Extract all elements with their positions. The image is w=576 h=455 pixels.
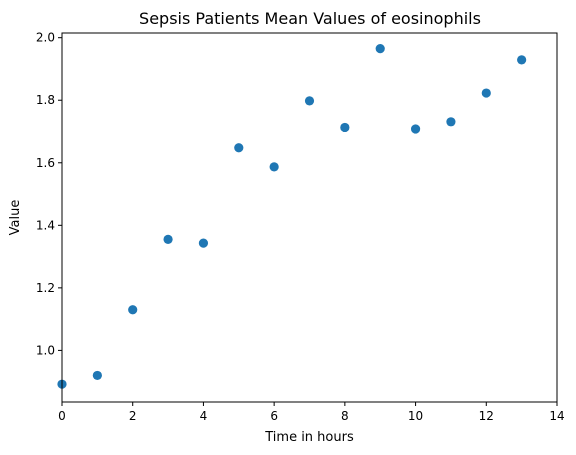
- data-point: [92, 370, 102, 381]
- x-tick-label: 8: [341, 409, 349, 423]
- data-point: [446, 117, 456, 127]
- x-tick-label: 4: [200, 409, 208, 423]
- x-tick-label: 10: [408, 409, 423, 423]
- data-point: [234, 143, 244, 153]
- x-tick-label: 0: [58, 409, 66, 423]
- x-tick-label: 6: [270, 409, 278, 423]
- y-tick-label: 1.0: [36, 343, 55, 357]
- data-points: [57, 44, 527, 389]
- data-point: [375, 44, 385, 54]
- data-point: [410, 124, 421, 134]
- y-tick-label: 1.8: [36, 93, 55, 107]
- data-point: [163, 234, 173, 244]
- data-point: [269, 162, 279, 172]
- axis-ticks: 0 2 4 6 8 10 12 14 1.0 1.2 1.4 1.6 1.8 2.0: [36, 31, 565, 423]
- data-point: [340, 122, 350, 133]
- chart-title: Sepsis Patients Mean Values of eosinophi…: [139, 9, 481, 28]
- y-tick-label: 1.4: [36, 218, 55, 232]
- data-point: [481, 88, 491, 98]
- y-axis-label: Value: [8, 200, 23, 236]
- data-point: [304, 96, 315, 106]
- data-point: [128, 305, 138, 315]
- x-tick-label: 2: [129, 409, 137, 423]
- data-point: [198, 238, 209, 248]
- x-tick-label: 14: [549, 409, 564, 423]
- x-axis-label: Time in hours: [264, 430, 354, 445]
- y-tick-label: 2.0: [36, 31, 55, 45]
- x-tick-label: 12: [479, 409, 494, 423]
- y-tick-label: 1.2: [36, 281, 55, 295]
- data-point: [517, 55, 527, 65]
- y-tick-label: 1.6: [36, 156, 55, 170]
- plot-frame: [61, 32, 558, 403]
